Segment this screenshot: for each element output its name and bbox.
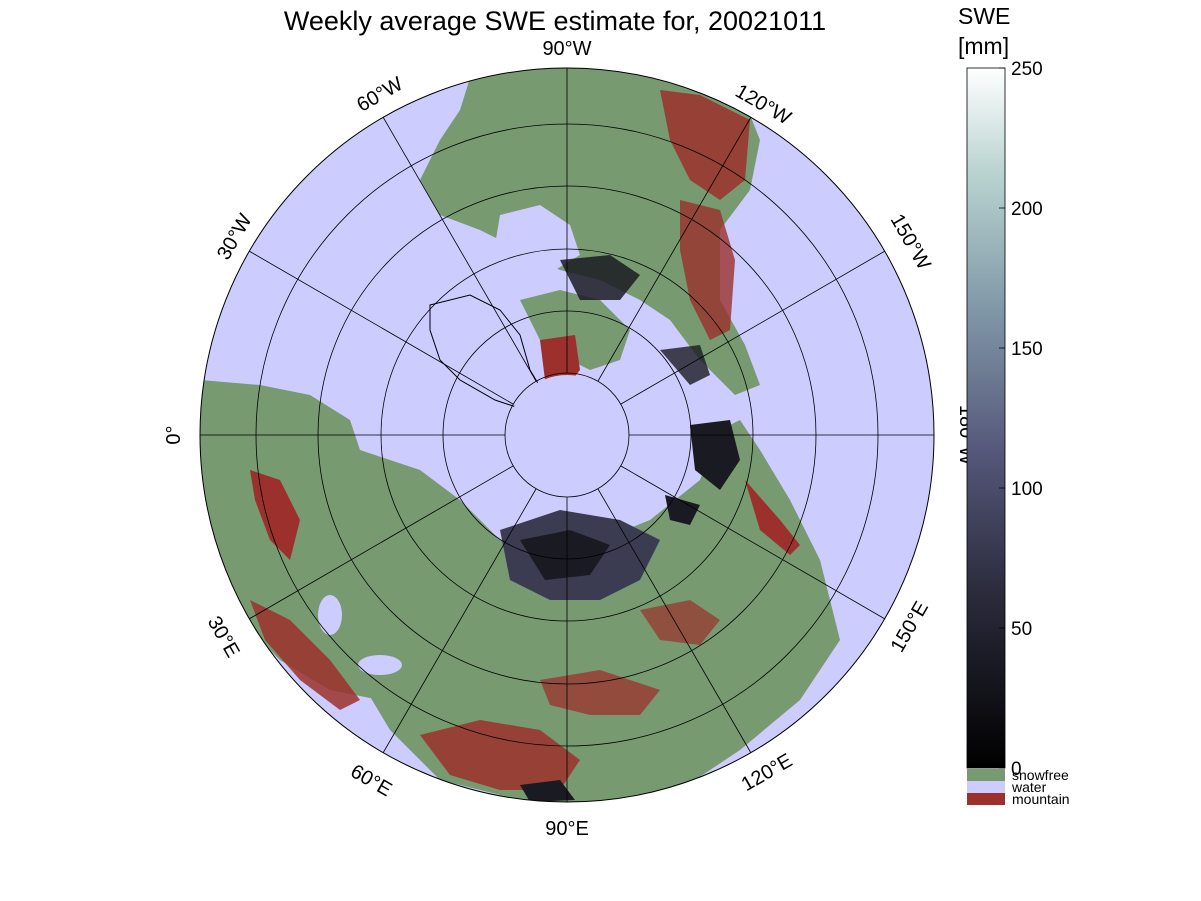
colorbar-category-label: mountain: [1012, 791, 1070, 807]
lon-label-90w: 90°W: [542, 38, 591, 60]
meridian-lines: [200, 68, 934, 802]
hudson-bay: [495, 205, 580, 270]
colorbar-category-label: water: [1011, 779, 1047, 795]
landmass-canada-arctic: [520, 290, 630, 370]
colorbar-tick-label: 200: [1011, 199, 1043, 220]
arctic-ocean: [507, 375, 627, 495]
map-title: Weekly average SWE estimate for, 2002101…: [284, 6, 826, 36]
colorbar-category-swatch: [967, 769, 1005, 781]
colorbar: SWE [mm] 0 50 100 150 200 250 snowfreewatermo…: [958, 3, 1070, 807]
lon-label-120e: 120°E: [738, 750, 796, 796]
colorbar-category-swatch: [967, 793, 1005, 805]
lon-label-90e: 90°E: [545, 818, 589, 840]
snow-cover: [500, 255, 740, 802]
colorbar-title: SWE: [958, 3, 1010, 29]
colorbar-gradient: [966, 67, 1006, 769]
inland-sea: [358, 655, 402, 675]
map-border: [199, 67, 935, 803]
lon-label-150w: 150°W: [886, 210, 935, 273]
colorbar-tick-label: 100: [1011, 479, 1043, 500]
colorbar-category-swatch: [967, 781, 1005, 793]
colorbar-tick-label: 150: [1011, 339, 1043, 360]
mountain-regions: [250, 90, 800, 790]
colorbar-unit: [mm]: [958, 33, 1009, 59]
landmass-eurasia: [290, 420, 840, 802]
colorbar-tick-label: 50: [1011, 619, 1032, 640]
polar-map: [200, 68, 934, 802]
colorbar-tick-label: 250: [1011, 59, 1043, 80]
colorbar-ticks: 0 50 100 150 200 250: [999, 59, 1043, 780]
lon-label-30e: 30°E: [203, 613, 244, 662]
lon-label-0: 0°: [163, 425, 185, 444]
colorbar-category-label: snowfree: [1012, 767, 1069, 783]
lon-label-150e: 150°E: [887, 598, 933, 656]
lon-label-60e: 60°E: [347, 760, 396, 801]
inland-sea: [318, 595, 342, 635]
colorbar-tick-label: 0: [1011, 759, 1022, 780]
